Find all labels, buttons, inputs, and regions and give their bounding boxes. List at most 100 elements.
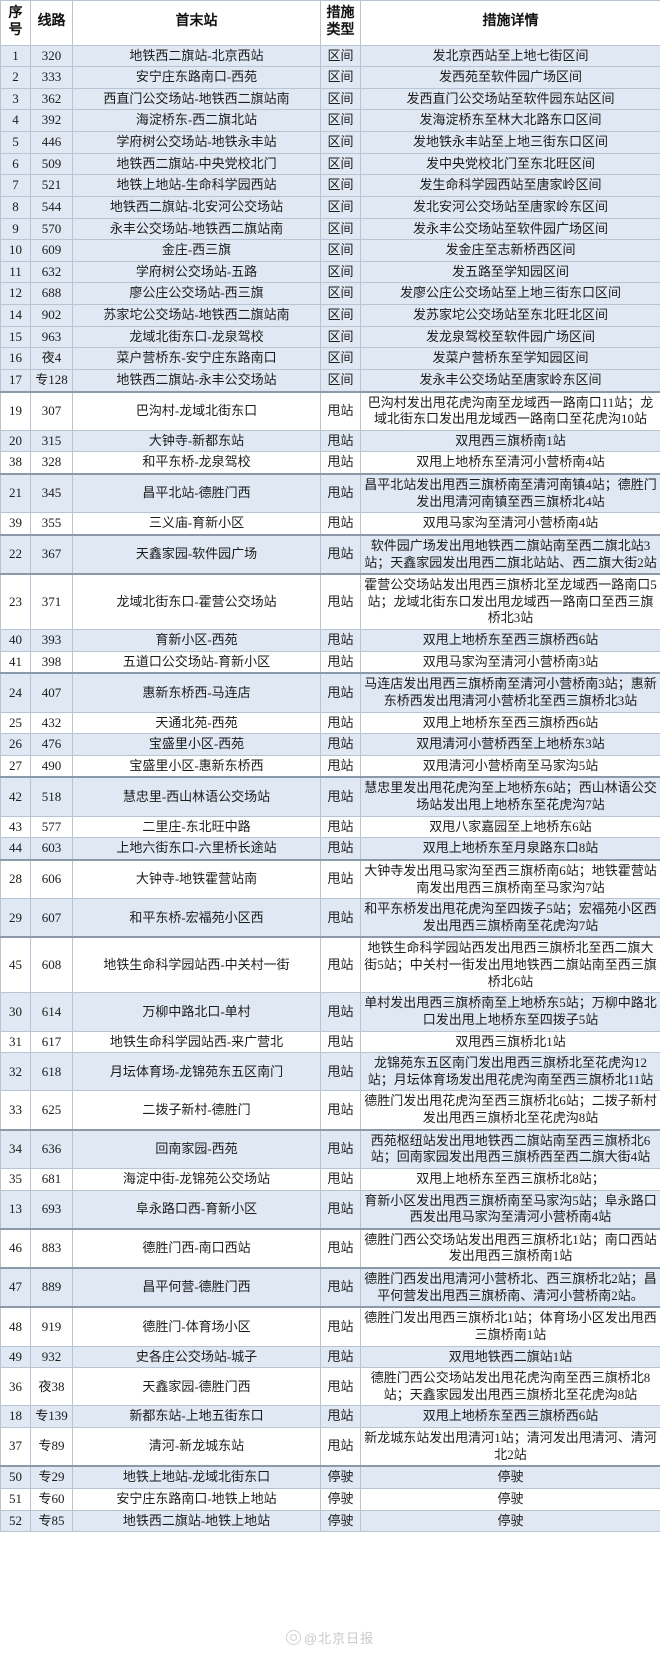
cell-seq: 8 <box>0 195 31 219</box>
cell-seq: 23 <box>0 573 31 631</box>
table-row: 30 614 万柳中路北口-单村 甩站 单村发出甩西三旗桥南至上地桥东5站；万柳中路北口… <box>0 992 660 1032</box>
cell-terminals: 宝盛里小区-西苑 <box>72 733 321 756</box>
cell-seq: 51 <box>0 1487 31 1511</box>
cell-line: 夜4 <box>30 347 73 370</box>
cell-line: 902 <box>30 304 73 327</box>
table-row: 16 夜4 菜户营桥东-安宁庄东路南口 区间 发菜户营桥东至学知园区间 <box>0 347 660 370</box>
cell-measure-type: 甩站 <box>320 1306 361 1347</box>
cell-measure-detail: 双甩上地桥东至西三旗桥北8站； <box>360 1167 660 1191</box>
table-row: 42 518 慧忠里-西山林语公交场站 甩站 慧忠里发出甩花虎沟至上地桥东6站；西山林语… <box>0 776 660 817</box>
cell-terminals: 地铁西二旗站-中央党校北门 <box>72 152 321 176</box>
cell-measure-detail: 德胜门西公交场站发出甩花虎沟南至西三旗桥北8站；天鑫家园发出甩西三旗桥北至花虎沟… <box>360 1367 660 1407</box>
table-row: 25 432 天通北苑-西苑 甩站 双甩上地桥东至西三旗桥西6站 <box>0 711 660 735</box>
cell-terminals: 学府树公交场站-五路 <box>72 260 321 284</box>
cell-measure-detail: 德胜门发出甩西三旗桥北1站；体育场小区发出甩西三旗桥南1站 <box>360 1306 660 1347</box>
table-row: 27 490 宝盛里小区-惠新东桥西 甩站 双甩清河小营桥南至马家沟5站 <box>0 754 660 778</box>
cell-seq: 52 <box>0 1509 31 1533</box>
cell-terminals: 三义庙-育新小区 <box>72 512 321 536</box>
cell-measure-type: 区间 <box>320 87 361 111</box>
cell-measure-type: 区间 <box>320 109 361 133</box>
table-row: 38 328 和平东桥-龙泉驾校 甩站 双甩上地桥东至清河小营桥南4站 <box>0 451 660 475</box>
table-row: 13 693 阜永路口西-育新小区 甩站 育新小区发出甩西三旗桥南至马家沟5站；阜永路口… <box>0 1189 660 1230</box>
table-row: 8 544 地铁西二旗站-北安河公交场站 区间 发北安河公交场站至唐家岭东区间 <box>0 195 660 219</box>
cell-seq: 16 <box>0 347 31 370</box>
cell-measure-detail: 双甩八家嘉园至上地桥东6站 <box>360 815 660 839</box>
cell-measure-detail: 双甩清河小营桥南至马家沟5站 <box>360 754 660 778</box>
cell-seq: 15 <box>0 325 31 349</box>
table-row: 29 607 和平东桥-宏福苑小区西 甩站 和平东桥发出甩花虎沟至四拨子5站；宏福苑小区… <box>0 898 660 938</box>
cell-line: 608 <box>30 936 73 994</box>
table-row: 28 606 大钟寺-地铁霍营站南 甩站 大钟寺发出甩马家沟至西三旗桥南6站；地铁霍营站… <box>0 858 660 900</box>
cell-line: 618 <box>30 1052 73 1092</box>
cell-seq: 22 <box>0 533 31 575</box>
cell-measure-detail: 龙锦苑东五区南门发出甩西三旗桥北至花虎沟12站；月坛体育场发出甩花虎沟南至西三旗… <box>360 1052 660 1092</box>
column-header-measure-type: 措施类型 <box>320 0 361 46</box>
cell-seq: 35 <box>0 1167 31 1191</box>
cell-seq: 31 <box>0 1030 31 1054</box>
cell-terminals: 地铁生命科学园站西-来广营北 <box>72 1030 321 1054</box>
cell-terminals: 地铁西二旗站-地铁上地站 <box>72 1509 321 1533</box>
cell-seq: 3 <box>0 87 31 111</box>
cell-line: 617 <box>30 1030 73 1054</box>
cell-measure-detail: 霍营公交场站发出甩西三旗桥北至龙域西一路南口5站；龙域北街东口发出甩龙域西一路南… <box>360 573 660 631</box>
cell-measure-type: 甩站 <box>320 429 361 453</box>
cell-measure-type: 甩站 <box>320 711 361 735</box>
cell-line: 521 <box>30 174 73 197</box>
cell-line: 320 <box>30 44 73 68</box>
table-row: 20 315 大钟寺-新都东站 甩站 双甩西三旗桥南1站 <box>0 429 660 453</box>
cell-line: 518 <box>30 776 73 817</box>
cell-terminals: 新都东站-上地五街东口 <box>72 1405 321 1429</box>
cell-seq: 5 <box>0 131 31 154</box>
cell-measure-detail: 巴沟村发出甩花虎沟南至龙域西一路南口11站；龙域北街东口发出甩龙域西一路南口至花… <box>360 390 660 431</box>
cell-measure-detail: 双甩上地桥东至西三旗桥西6站 <box>360 1405 660 1429</box>
cell-measure-detail: 发苏家坨公交场站至东北旺北区间 <box>360 304 660 327</box>
cell-seq: 44 <box>0 837 31 861</box>
cell-measure-type: 甩站 <box>320 512 361 536</box>
cell-terminals: 廖公庄公交场站-西三旗 <box>72 282 321 306</box>
cell-terminals: 回南家园-西苑 <box>72 1128 321 1169</box>
table-row: 31 617 地铁生命科学园站西-来广营北 甩站 双甩西三旗桥北1站 <box>0 1030 660 1054</box>
cell-seq: 27 <box>0 754 31 778</box>
cell-seq: 11 <box>0 260 31 284</box>
cell-measure-type: 甩站 <box>320 1167 361 1191</box>
table-body: 1 320 地铁西二旗站-北京西站 区间 发北京西站至上地七街区间 2 333 安宁庄东路南口… <box>0 44 660 1533</box>
cell-seq: 37 <box>0 1427 31 1467</box>
cell-terminals: 地铁西二旗站-永丰公交场站 <box>72 368 321 393</box>
watermark: @北京日报 <box>0 1628 660 1647</box>
cell-seq: 30 <box>0 992 31 1032</box>
cell-terminals: 巴沟村-龙域北街东口 <box>72 390 321 431</box>
cell-terminals: 苏家坨公交场站-地铁西二旗站南 <box>72 304 321 327</box>
cell-measure-type: 甩站 <box>320 1427 361 1467</box>
cell-seq: 47 <box>0 1267 31 1308</box>
cell-measure-type: 甩站 <box>320 1345 361 1369</box>
cell-terminals: 史各庄公交场站-城子 <box>72 1345 321 1369</box>
cell-terminals: 育新小区-西苑 <box>72 629 321 652</box>
table-row: 35 681 海淀中街-龙锦苑公交场站 甩站 双甩上地桥东至西三旗桥北8站； <box>0 1167 660 1191</box>
table-row: 6 509 地铁西二旗站-中央党校北门 区间 发中央党校北门至东北旺区间 <box>0 152 660 176</box>
cell-measure-detail: 双甩马家沟至清河小营桥南4站 <box>360 512 660 536</box>
cell-measure-type: 甩站 <box>320 650 361 674</box>
cell-line: 490 <box>30 754 73 778</box>
table-row: 43 577 二里庄-东北旺中路 甩站 双甩八家嘉园至上地桥东6站 <box>0 815 660 839</box>
cell-seq: 48 <box>0 1306 31 1347</box>
cell-seq: 41 <box>0 650 31 674</box>
cell-line: 544 <box>30 195 73 219</box>
cell-measure-detail: 德胜门发出甩花虎沟至西三旗桥北6站；二拨子新村发出甩西三旗桥北至花虎沟8站 <box>360 1090 660 1131</box>
cell-line: 398 <box>30 650 73 674</box>
cell-measure-detail: 发西直门公交场站至软件园东站区间 <box>360 87 660 111</box>
cell-terminals: 地铁西二旗站-北安河公交场站 <box>72 195 321 219</box>
cell-line: 355 <box>30 512 73 536</box>
cell-seq: 10 <box>0 239 31 262</box>
cell-measure-detail: 发生命科学园西站至唐家岭区间 <box>360 174 660 197</box>
table-row: 3 362 西直门公交场站-地铁西二旗站南 区间 发西直门公交场站至软件园东站区间 <box>0 87 660 111</box>
cell-measure-type: 甩站 <box>320 1128 361 1169</box>
cell-measure-detail: 地铁生命科学园站西发出甩西三旗桥北至西二旗大街5站；中关村一街发出甩地铁西二旗站… <box>360 936 660 994</box>
cell-terminals: 地铁上地站-龙域北街东口 <box>72 1465 321 1489</box>
cell-seq: 1 <box>0 44 31 68</box>
weibo-icon <box>285 1630 301 1645</box>
cell-line: 476 <box>30 733 73 756</box>
cell-seq: 34 <box>0 1128 31 1169</box>
cell-seq: 17 <box>0 368 31 393</box>
cell-measure-detail: 双甩地铁西二旗站1站 <box>360 1345 660 1369</box>
cell-measure-detail: 双甩清河小营桥西至上地桥东3站 <box>360 733 660 756</box>
